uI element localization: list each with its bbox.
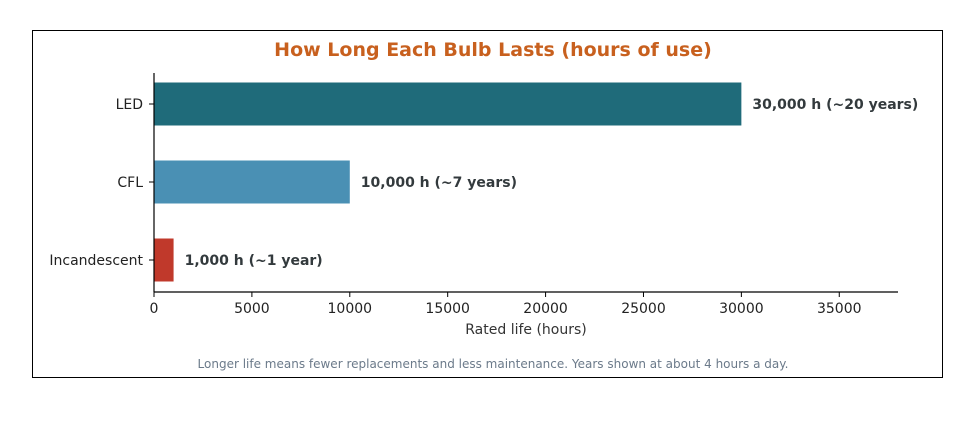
bar-led (154, 82, 742, 126)
x-tick-label-10000: 10000 (328, 301, 373, 317)
category-label-incandescent: Incandescent (49, 253, 143, 269)
category-label-led: LED (116, 97, 143, 113)
x-tick-label-35000: 35000 (817, 301, 862, 317)
x-axis-label: Rated life (hours) (465, 322, 587, 338)
data-label-incandescent: 1,000 h (~1 year) (185, 253, 323, 269)
x-tick-label-20000: 20000 (523, 301, 568, 317)
x-tick-label-30000: 30000 (719, 301, 764, 317)
x-tick-label-15000: 15000 (425, 301, 470, 317)
category-label-cfl: CFL (117, 175, 143, 191)
x-tick-label-5000: 5000 (234, 301, 270, 317)
data-label-cfl: 10,000 h (~7 years) (361, 175, 517, 191)
footnote: Longer life means fewer replacements and… (198, 357, 789, 371)
bar-chart: How Long Each Bulb Lasts (hours of use) … (49, 39, 918, 371)
chart-title: How Long Each Bulb Lasts (hours of use) (274, 39, 712, 61)
bar-cfl (154, 160, 350, 204)
chart-frame: How Long Each Bulb Lasts (hours of use) … (32, 30, 943, 378)
x-tick-label-0: 0 (150, 301, 159, 317)
x-tick-label-25000: 25000 (621, 301, 666, 317)
data-label-led: 30,000 h (~20 years) (752, 97, 918, 113)
bar-incandescent (154, 238, 174, 282)
